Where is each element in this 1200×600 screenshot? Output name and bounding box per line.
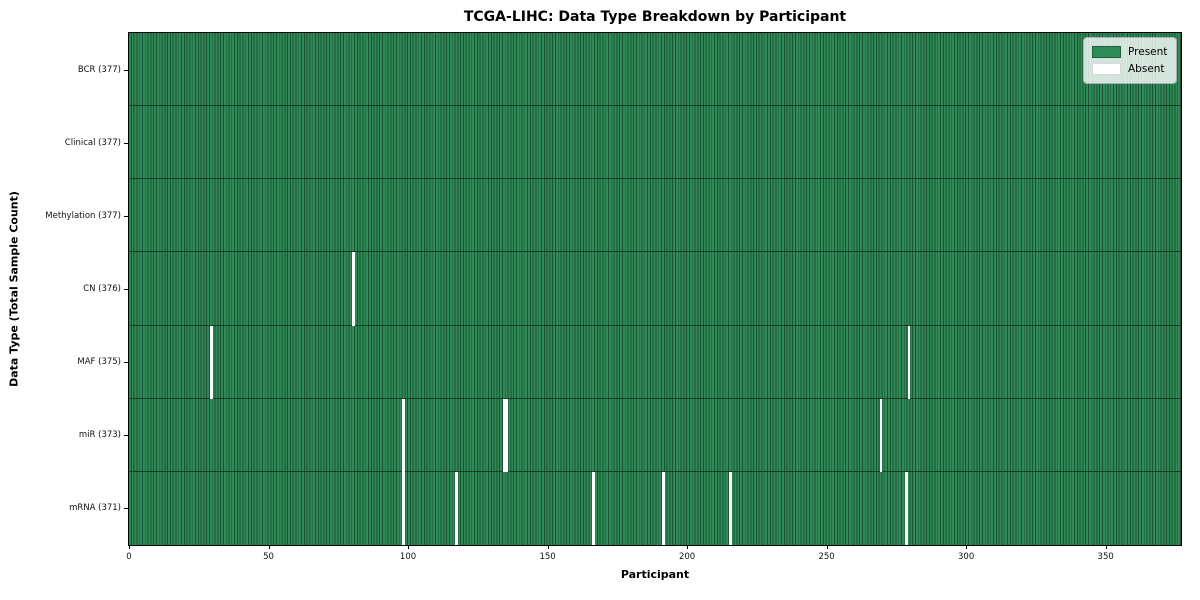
y-tick-label-miR: miR (373) [78,430,121,441]
heatmap-row-Methylation [129,179,1181,253]
y-tick-mark-miR [124,435,128,437]
x-tick-mark-150 [547,545,549,549]
absent-bar-miR-135 [505,398,509,472]
x-tick-mark-350 [1105,545,1107,549]
x-tick-label-100: 100 [399,552,417,562]
absent-bar-mRNA-166 [592,471,595,545]
legend-swatch-present [1092,46,1121,58]
x-tick-mark-250 [826,545,828,549]
x-tick-label-350: 350 [1097,552,1114,562]
x-tick-label-200: 200 [678,552,696,562]
y-tick-mark-MAF [124,362,128,364]
legend-label-present: Present [1128,45,1168,58]
x-tick-label-0: 0 [126,552,132,562]
heatmap-row-BCR [129,33,1181,107]
y-tick-mark-BCR [124,69,128,71]
heatmap-row-Clinical [129,106,1181,180]
chart-title: TCGA-LIHC: Data Type Breakdown by Partic… [463,9,847,25]
legend-item-present: Present [1092,45,1167,59]
x-tick-mark-50 [268,545,270,549]
y-tick-mark-Methylation [124,215,128,217]
heatmap-row-mRNA [129,471,1181,545]
y-tick-label-mRNA: mRNA (371) [69,503,121,514]
absent-bar-mRNA-191 [661,471,665,545]
x-tick-mark-200 [687,545,689,549]
y-tick-label-MAF: MAF (375) [77,357,121,368]
x-tick-mark-100 [408,545,410,549]
plot-area [128,32,1182,546]
x-tick-label-250: 250 [818,552,835,562]
y-tick-label-CN: CN (376) [83,284,121,294]
absent-bar-mRNA-98 [402,471,406,545]
y-tick-label-BCR: BCR (377) [77,64,121,75]
absent-bar-miR-98 [402,398,406,472]
y-tick-mark-mRNA [124,508,128,510]
x-axis-label: Participant [620,568,690,581]
absent-bar-miR-134 [502,398,506,472]
absent-bar-mRNA-117 [455,471,459,545]
heatmap-row-CN [129,252,1181,326]
x-tick-label-150: 150 [539,552,556,562]
heatmap-row-miR [129,398,1181,472]
y-tick-mark-CN [124,289,128,290]
legend-swatch-absent [1092,63,1121,75]
y-tick-label-Methylation: Methylation (377) [45,210,121,221]
absent-bar-MAF-279 [907,325,911,399]
legend-label-absent: Absent [1128,62,1165,75]
y-tick-mark-Clinical [124,142,128,144]
x-tick-label-50: 50 [263,552,274,562]
y-tick-label-Clinical: Clinical (377) [64,137,121,148]
absent-bar-miR-269 [879,398,883,472]
legend-item-absent: Absent [1092,62,1167,76]
x-tick-mark-0 [129,545,130,549]
y-axis-label: Data Type (Total Sample Count) [7,191,21,387]
absent-bar-CN-80 [352,252,356,326]
x-tick-label-300: 300 [958,552,975,562]
x-tick-mark-300 [966,545,968,549]
absent-bar-mRNA-215 [728,471,732,545]
heatmap-row-MAF [129,325,1181,399]
absent-bar-mRNA-278 [904,471,908,545]
absent-bar-MAF-29 [209,325,213,399]
legend: Present Absent [1083,37,1178,84]
